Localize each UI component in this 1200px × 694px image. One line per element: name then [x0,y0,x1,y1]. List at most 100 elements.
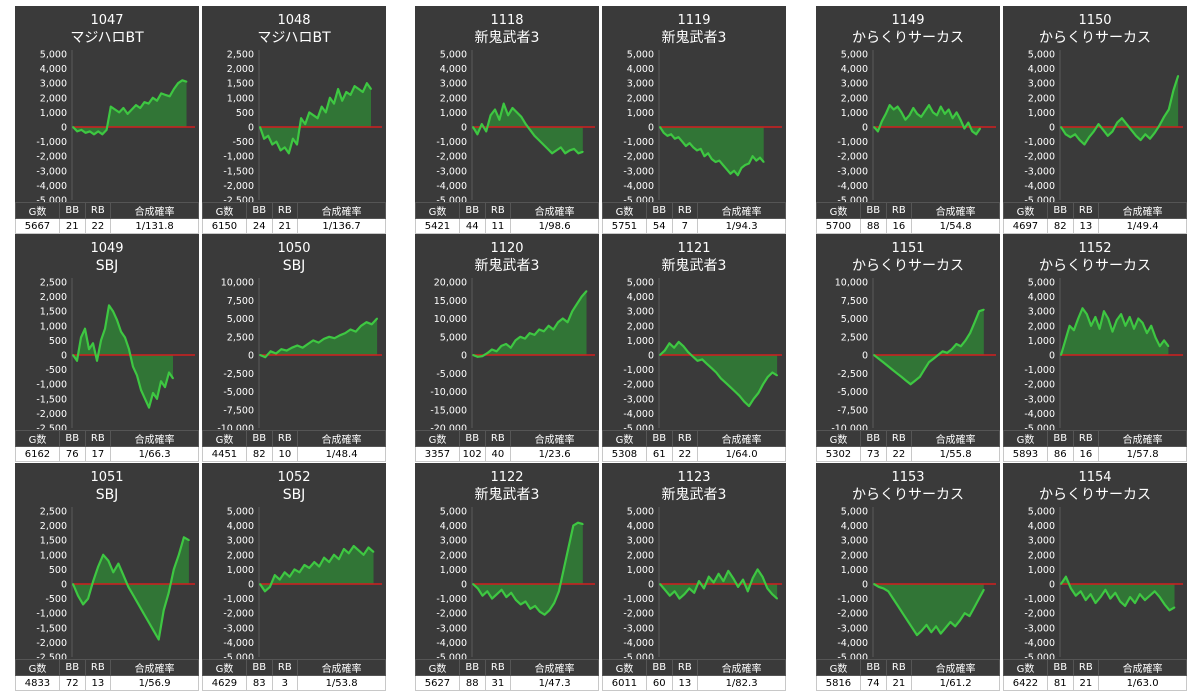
data-point [975,133,978,136]
y-tick-label: -1,500 [36,394,67,405]
stats-value-row: 4451 82 10 1/48.4 [202,446,386,462]
data-point [1106,134,1109,137]
data-point [519,603,522,606]
y-tick-label: 0 [61,123,67,134]
stats-header-row: G数 BB RB 合成確率 [202,202,386,219]
stats-header-cell: G数 [15,659,60,676]
data-point [925,624,928,626]
data-point [135,104,137,106]
y-tick-label: 4,000 [627,292,654,303]
data-point [776,374,778,377]
data-point [707,575,710,578]
data-point [668,342,671,345]
data-point [524,600,527,603]
data-point [762,383,764,386]
stats-header-row: G数 BB RB 合成確率 [415,202,599,219]
data-point [156,99,158,102]
combined-probability: 1/66.3 [110,446,199,462]
data-point [495,350,498,353]
stats-header-cell: G数 [816,202,861,219]
chart-background [602,463,786,659]
data-point [1158,345,1161,348]
stats-header-cell: 合成確率 [110,659,199,676]
y-tick-label: 5,000 [1028,50,1055,61]
data-point [533,334,536,336]
data-point [548,609,551,612]
data-point [142,612,145,615]
machine-number: 1122 [490,470,524,485]
data-point [1064,339,1067,342]
data-point [743,400,746,403]
data-point [168,95,171,98]
data-point [1139,139,1142,142]
data-point [742,578,744,581]
data-point [1119,600,1122,603]
y-tick-label: -4,000 [623,638,654,649]
y-tick-label: 4,000 [40,64,67,75]
data-point [529,607,532,610]
stats-header-cell: BB [58,430,86,447]
y-tick-label: 3,000 [627,307,654,318]
data-point [127,586,130,588]
data-point [1149,137,1151,140]
data-point [1153,590,1156,593]
y-tick-label: -1,000 [837,594,868,605]
data-point [147,102,150,105]
data-point [1130,129,1133,131]
area-fill [473,291,587,357]
data-point [1079,590,1082,593]
data-point [918,376,921,378]
data-point [1109,597,1112,600]
data-point [147,621,150,623]
y-tick-label: 1,000 [1028,565,1055,576]
y-tick-label: -2,000 [36,638,67,649]
chart-background [816,463,1000,659]
data-point [1120,313,1122,315]
data-point [571,310,574,313]
stats-header-cell: G数 [202,430,247,447]
y-tick-label: -5,000 [623,653,654,660]
stats-value-row: 6162 76 17 1/66.3 [15,446,199,462]
stats-header-cell: BB [1046,659,1074,676]
y-tick-label: -1,000 [1024,594,1055,605]
stats-table: G数 BB RB 合成確率 4629 83 3 1/53.8 [202,659,386,691]
data-point [333,102,335,105]
y-tick-label: 3,000 [627,79,654,90]
data-point [732,577,735,580]
data-point [269,586,271,588]
data-point [188,539,190,542]
combined-probability: 1/63.0 [1098,675,1187,691]
area-fill [1061,75,1179,145]
games-count: 4833 [15,675,60,691]
data-point [1115,319,1118,321]
machine-number: 1151 [891,241,925,256]
y-tick-label: -5,000 [623,424,654,431]
data-point [126,113,129,115]
y-tick-label: -5,000 [36,196,67,203]
data-point [344,332,347,334]
y-tick-label: 500 [236,108,254,119]
data-point [771,371,774,374]
y-tick-label: -1,000 [1024,137,1055,148]
regular-bonus-count: 13 [84,675,112,691]
data-point [920,629,923,632]
regular-bonus-count: 16 [885,218,913,234]
data-point [349,94,352,96]
chart-background [816,6,1000,202]
stats-header-cell: G数 [602,430,647,447]
combined-probability: 1/55.8 [911,446,1000,462]
y-tick-label: -1,000 [623,594,654,605]
data-point [1144,133,1147,136]
data-point [320,105,323,108]
data-point [581,523,584,525]
data-point [960,345,962,348]
data-point [688,587,691,590]
regular-bonus-count: 22 [84,218,112,234]
data-point [349,328,352,331]
data-point [664,588,666,591]
stats-table: G数 BB RB 合成確率 5816 74 21 1/61.2 [816,659,1000,691]
data-point [362,553,365,556]
combined-probability: 1/53.8 [297,675,386,691]
data-point [939,632,942,635]
y-tick-label: -4,000 [837,181,868,192]
